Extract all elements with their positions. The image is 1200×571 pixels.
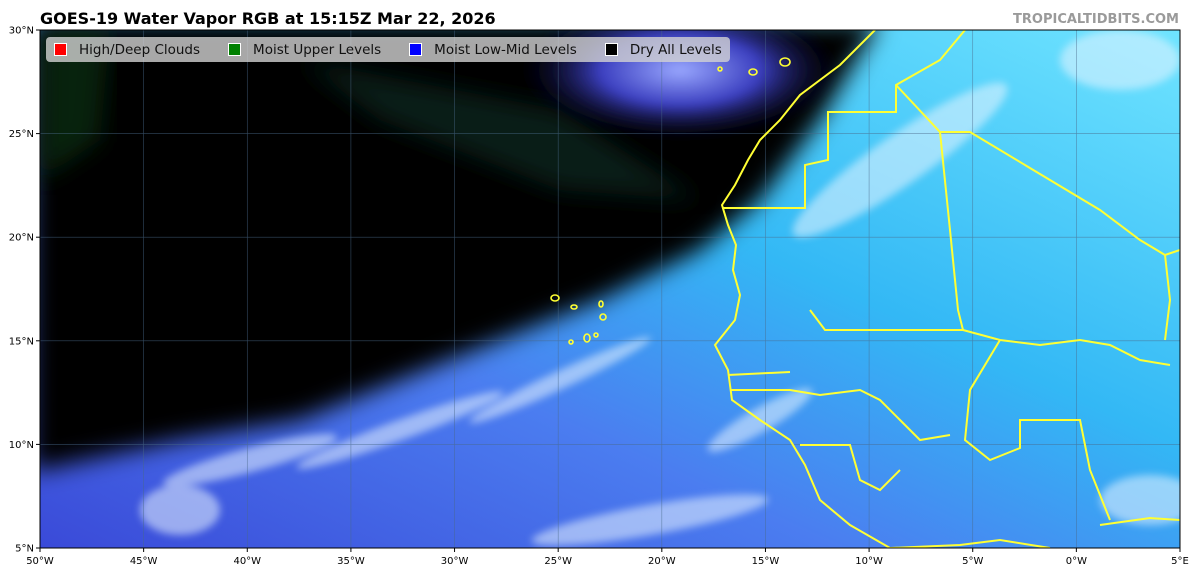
moist-upper-patch	[40, 30, 110, 180]
legend-item-moist-upper: Moist Upper Levels	[228, 42, 381, 58]
lat-tick-label: 30°N	[9, 26, 34, 37]
legend-swatch-green	[228, 43, 242, 56]
coastlines-borders	[713, 30, 1180, 548]
lat-tick-label: 20°N	[9, 233, 34, 244]
lon-tick-label: 5°E	[1171, 556, 1189, 567]
lon-tick-label: 45°W	[130, 556, 158, 567]
lon-tick-label: 25°W	[544, 556, 572, 567]
plot-frame	[39, 29, 1181, 549]
moist-upper-patch	[300, 60, 700, 200]
legend-label: Dry All Levels	[629, 41, 722, 58]
cloud-swirl	[520, 30, 840, 140]
legend-item-high-deep-clouds: High/Deep Clouds	[54, 42, 200, 58]
lon-tick-label: 15°W	[752, 556, 780, 567]
cape-verde-islands	[550, 57, 791, 345]
legend: High/Deep Clouds Moist Upper Levels Mois…	[46, 37, 730, 62]
lat-tick-label: 15°N	[9, 336, 34, 347]
legend-swatch-red	[54, 43, 67, 56]
lon-tick-label: 35°W	[337, 556, 365, 567]
watermark: TROPICALTIDBITS.COM	[1013, 12, 1179, 27]
legend-swatch-blue	[409, 43, 423, 56]
dry-region	[40, 30, 874, 470]
lon-tick-label: 50°W	[26, 556, 54, 567]
lon-tick-label: 40°W	[233, 556, 261, 567]
legend-item-moist-low-mid: Moist Low-Mid Levels	[409, 42, 577, 58]
legend-swatch-black	[604, 43, 618, 56]
lon-tick-label: 10°W	[855, 556, 883, 567]
legend-item-dry: Dry All Levels	[604, 41, 722, 58]
axis-ticks: 50°W 45°W 40°W 35°W 30°W 25°W 20°W 15°W 10°W 5°W 0…	[9, 26, 1189, 568]
legend-label: Moist Low-Mid Levels	[434, 41, 577, 58]
cloud-streaks	[140, 30, 1180, 546]
lat-tick-label: 5°N	[15, 544, 34, 555]
map-title: GOES-19 Water Vapor RGB at 15:15Z Mar 22…	[40, 9, 496, 28]
lat-tick-label: 25°N	[9, 129, 34, 140]
legend-label: Moist Upper Levels	[253, 41, 382, 58]
legend-label: High/Deep Clouds	[79, 41, 201, 58]
graticule	[40, 30, 1180, 548]
lon-tick-label: 30°W	[441, 556, 469, 567]
lon-tick-label: 20°W	[648, 556, 676, 567]
lon-tick-label: 5°W	[962, 556, 983, 567]
lon-tick-label: 0°W	[1066, 556, 1087, 567]
lat-tick-label: 10°N	[9, 440, 34, 451]
